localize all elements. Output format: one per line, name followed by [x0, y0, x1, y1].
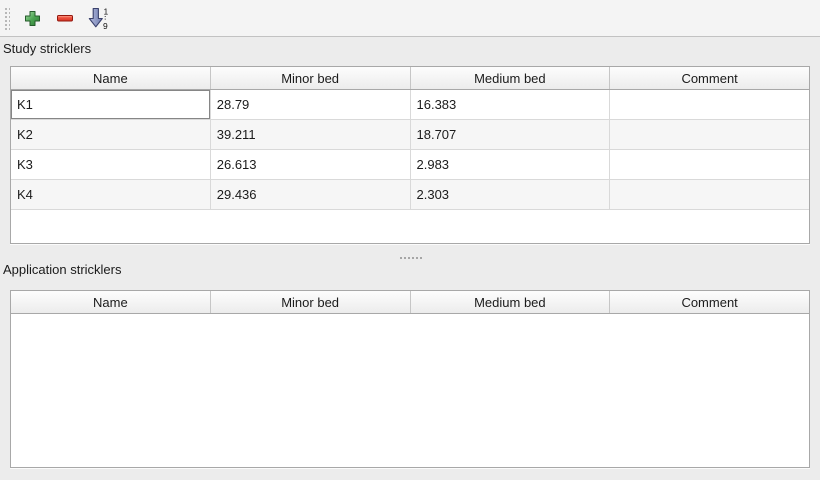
- table-cell[interactable]: [610, 150, 809, 179]
- column-header-minor-bed[interactable]: Minor bed: [211, 291, 411, 313]
- study-table-body: K1 28.79 16.383 K2 39.211 18.707 K3 26.613 2.983…: [11, 90, 809, 243]
- table-row[interactable]: K3 26.613 2.983: [11, 150, 809, 180]
- study-table-header: Name Minor bed Medium bed Comment: [11, 67, 809, 90]
- table-cell[interactable]: 2.303: [411, 180, 611, 209]
- column-header-medium-bed[interactable]: Medium bed: [411, 67, 611, 89]
- splitter-grip-icon: [398, 255, 422, 259]
- add-row-button[interactable]: [18, 4, 46, 32]
- table-cell[interactable]: K2: [11, 120, 211, 149]
- application-stricklers-table: Name Minor bed Medium bed Comment: [10, 290, 810, 468]
- table-cell[interactable]: 39.211: [211, 120, 411, 149]
- table-cell[interactable]: [610, 90, 809, 119]
- sort-bottom-number: 9: [103, 21, 108, 30]
- minus-icon: [57, 15, 73, 22]
- table-cell[interactable]: K3: [11, 150, 211, 179]
- table-cell[interactable]: [610, 180, 809, 209]
- table-row[interactable]: K1 28.79 16.383: [11, 90, 809, 120]
- column-header-comment[interactable]: Comment: [681, 70, 738, 86]
- table-cell[interactable]: 16.383: [411, 90, 611, 119]
- table-cell[interactable]: 26.613: [211, 150, 411, 179]
- column-header-name[interactable]: Name: [11, 67, 211, 89]
- plus-icon: [24, 10, 40, 26]
- table-cell[interactable]: 18.707: [411, 120, 611, 149]
- sort-button[interactable]: 1 9: [84, 4, 112, 32]
- column-header-minor-bed[interactable]: Minor bed: [211, 67, 411, 89]
- table-row[interactable]: K2 39.211 18.707: [11, 120, 809, 150]
- study-stricklers-label: Study stricklers: [3, 41, 92, 56]
- table-cell[interactable]: 2.983: [411, 150, 611, 179]
- study-stricklers-table: Name Minor bed Medium bed Comment K1 28.79 16…: [10, 66, 810, 244]
- sort-ascending-icon: 1 9: [88, 7, 108, 30]
- remove-row-button[interactable]: [51, 4, 79, 32]
- toolbar-drag-handle[interactable]: [3, 6, 10, 30]
- application-stricklers-label: Application stricklers: [3, 262, 122, 277]
- column-header-comment[interactable]: Comment: [681, 294, 738, 310]
- sort-top-number: 1: [103, 7, 108, 17]
- column-header-name[interactable]: Name: [11, 291, 211, 313]
- table-cell[interactable]: K1: [11, 90, 211, 119]
- application-table-header: Name Minor bed Medium bed Comment: [11, 291, 809, 314]
- column-header-medium-bed[interactable]: Medium bed: [411, 291, 611, 313]
- application-table-body: [11, 314, 809, 467]
- toolbar: 1 9: [0, 0, 820, 37]
- table-cell[interactable]: 29.436: [211, 180, 411, 209]
- table-cell[interactable]: [610, 120, 809, 149]
- table-cell[interactable]: 28.79: [211, 90, 411, 119]
- table-cell[interactable]: K4: [11, 180, 211, 209]
- splitter-handle[interactable]: [0, 251, 820, 263]
- table-row[interactable]: K4 29.436 2.303: [11, 180, 809, 210]
